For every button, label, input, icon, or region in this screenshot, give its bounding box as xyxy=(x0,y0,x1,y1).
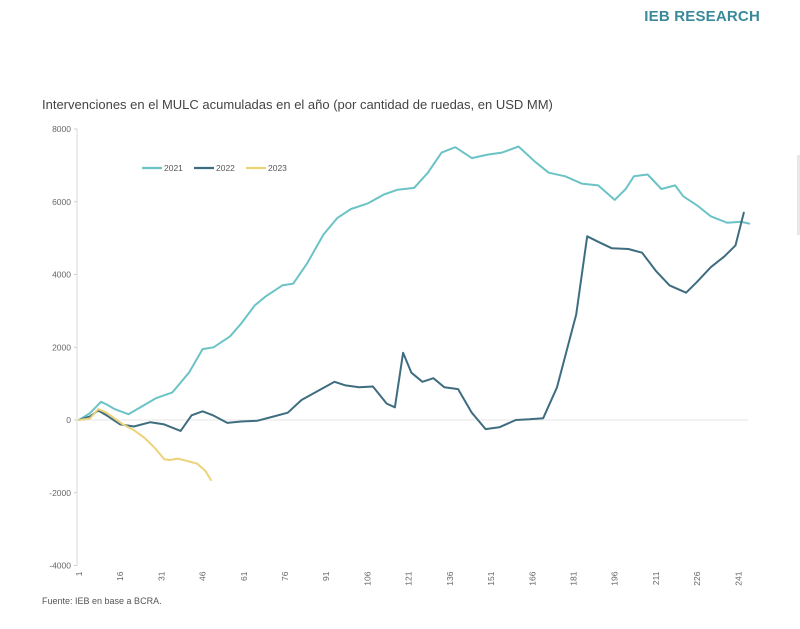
x-tick-label: 151 xyxy=(486,571,496,585)
source-note: Fuente: IEB en base a BCRA. xyxy=(42,596,162,606)
x-tick-label: 1 xyxy=(74,571,84,576)
x-tick-label: 136 xyxy=(445,571,455,585)
legend-label-2022: 2022 xyxy=(216,163,235,173)
legend-label-2021: 2021 xyxy=(164,163,183,173)
edge-decoration xyxy=(797,155,800,235)
brand-logo: IEB RESEARCH xyxy=(644,8,760,25)
legend: 2021 2022 2023 xyxy=(142,163,287,173)
y-tick-label: 2000 xyxy=(52,342,71,352)
x-tick-label: 226 xyxy=(692,571,702,585)
x-tick-label: 106 xyxy=(362,571,372,585)
x-tick-label: 91 xyxy=(321,571,331,581)
series-line-2023 xyxy=(78,408,212,481)
x-tick-label: 16 xyxy=(115,571,125,581)
series-line-2021 xyxy=(78,145,751,421)
x-tick-label: 196 xyxy=(610,571,620,585)
x-tick-label: 121 xyxy=(404,571,414,585)
x-tick-label: 166 xyxy=(527,571,537,585)
y-tick-label: 4000 xyxy=(52,270,71,280)
x-tick-label: 181 xyxy=(568,571,578,585)
y-tick-label: -2000 xyxy=(49,488,71,498)
y-tick-label: -4000 xyxy=(49,561,71,571)
series-line-2022 xyxy=(78,211,745,432)
x-tick-label: 31 xyxy=(156,571,166,581)
y-tick-label: 8000 xyxy=(52,124,71,134)
x-tick-label: 61 xyxy=(239,571,249,581)
x-tick-label: 76 xyxy=(280,571,290,581)
legend-label-2023: 2023 xyxy=(268,163,287,173)
series-lines xyxy=(78,145,751,481)
chart-title: Intervenciones en el MULC acumuladas en … xyxy=(42,97,553,112)
x-tick-label: 211 xyxy=(651,571,661,585)
x-tick-label: 46 xyxy=(198,571,208,581)
y-tick-label: 0 xyxy=(66,415,71,425)
x-tick-label: 241 xyxy=(733,571,743,585)
y-tick-label: 6000 xyxy=(52,197,71,207)
